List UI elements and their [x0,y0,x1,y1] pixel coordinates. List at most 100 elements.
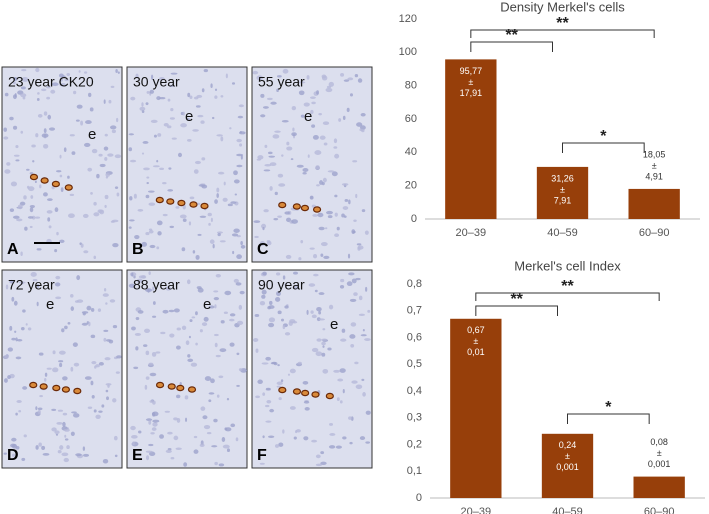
panel-letter: F [257,447,267,464]
nucleus [308,283,316,287]
nucleus [188,335,192,339]
nucleus [358,313,365,316]
nucleus [24,226,28,231]
significance-bracket [475,292,660,301]
nucleus [39,395,43,398]
value-label: 18,05 [643,149,666,159]
nucleus [62,421,66,427]
y-tick-label: 100 [399,46,417,58]
nucleus [93,409,97,413]
nucleus [315,351,323,357]
nucleus [9,325,13,331]
nucleus [329,422,334,426]
nucleus [164,410,170,413]
nucleus [359,125,366,130]
nucleus [103,288,107,292]
nucleus [176,394,181,399]
nucleus [142,141,149,144]
nucleus [266,399,272,404]
nucleus [321,338,328,341]
nucleus [42,452,50,456]
nucleus [219,348,227,353]
nucleus [4,378,8,383]
nucleus [216,134,223,137]
nucleus [291,132,297,137]
nucleus [231,233,239,237]
nucleus [157,231,162,236]
nucleus [14,93,17,98]
nucleus [197,233,202,236]
nucleus [152,301,156,305]
nucleus [84,376,92,380]
nucleus [329,433,336,436]
nucleus [293,284,299,290]
nucleus [312,253,318,259]
nucleus [284,211,291,215]
nucleus [32,160,35,163]
nucleus [37,92,40,95]
nucleus [146,181,149,185]
nucleus [310,96,316,99]
nucleus [75,119,80,122]
nucleus [94,365,97,369]
nucleus [143,167,150,171]
nucleus [236,254,242,260]
nucleus [175,447,182,450]
nucleus [102,459,109,464]
nucleus [353,219,357,222]
nucleus [91,394,95,399]
nucleus [104,194,109,200]
nucleus [321,352,326,357]
nucleus [112,324,118,329]
nucleus [35,133,39,138]
y-tick-label: 0,1 [407,465,422,477]
nucleus [239,143,243,147]
nucleus [192,129,199,132]
nucleus [55,433,59,436]
nucleus [318,318,326,321]
nucleus [151,411,159,417]
nucleus [357,245,364,250]
significance-label: * [600,128,607,145]
nucleus [167,431,173,435]
nucleus [141,152,145,155]
nucleus [321,341,326,346]
nucleus [130,159,137,163]
nucleus [213,296,220,301]
nucleus [208,399,212,403]
nucleus [274,444,280,448]
nucleus [199,215,207,218]
nucleus [37,407,43,411]
nucleus [252,70,259,75]
nucleus [259,462,265,465]
nucleus [36,248,42,251]
nucleus [112,398,117,403]
nucleus [360,112,366,117]
nucleus [167,125,172,129]
nucleus [73,362,80,367]
nucleus [320,242,328,247]
nucleus [344,198,349,202]
nucleus [114,454,118,458]
nucleus [316,90,319,95]
nucleus [52,367,59,373]
nucleus [59,362,63,368]
nucleus [102,293,109,297]
nucleus [323,255,330,260]
nucleus [41,133,49,138]
nucleus [254,314,260,318]
nucleus [300,239,304,244]
nucleus [265,387,271,391]
nucleus [144,328,151,333]
nucleus [339,368,346,373]
nucleus [267,151,273,155]
nucleus [322,345,325,348]
nucleus [199,443,205,447]
nucleus [312,214,318,217]
nucleus [189,319,193,323]
merkel-cell [73,387,82,395]
nucleus [43,192,48,197]
nucleus [268,305,275,309]
nucleus [89,107,94,112]
nucleus [134,234,140,240]
